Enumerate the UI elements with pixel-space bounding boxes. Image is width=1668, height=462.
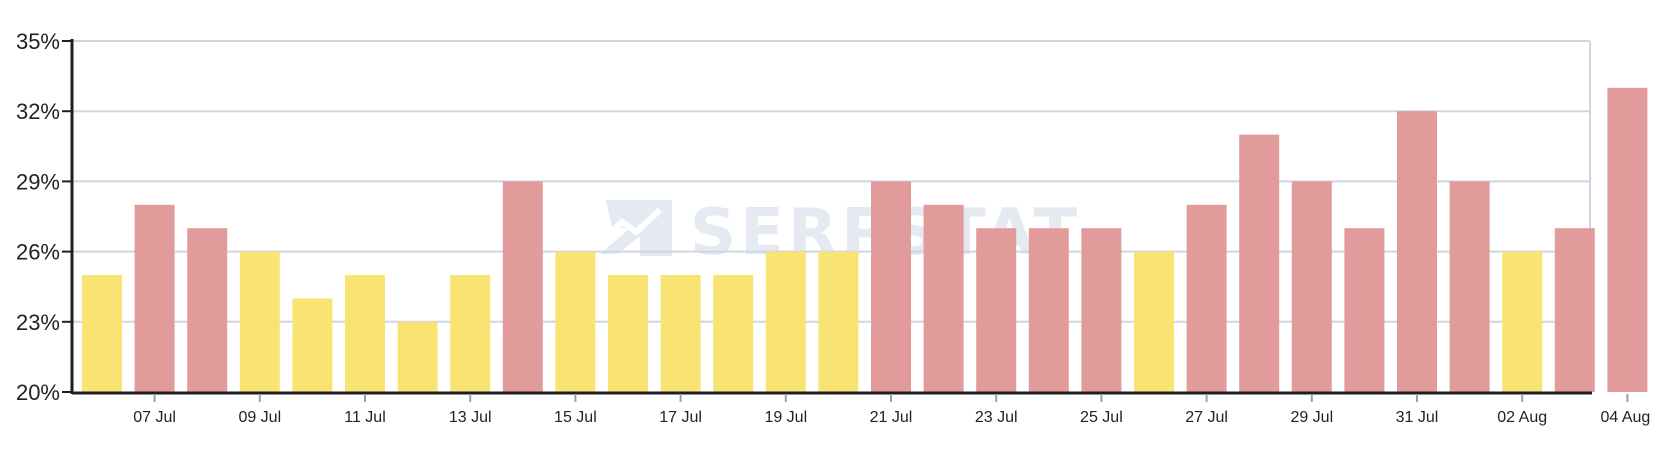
bar[interactable]	[1449, 181, 1490, 392]
bar[interactable]	[1291, 181, 1332, 392]
bar[interactable]	[923, 204, 964, 392]
x-tick-label: 23 Jul	[975, 409, 1018, 426]
bar[interactable]	[1134, 251, 1174, 392]
bar[interactable]	[765, 251, 806, 392]
bar[interactable]	[555, 251, 596, 392]
x-tick-label: 07 Jul	[133, 409, 176, 426]
y-axis-ticks: 20% 23% 26% 29% 32% 35%	[16, 29, 72, 405]
bar[interactable]	[871, 181, 911, 392]
bar[interactable]	[82, 275, 122, 392]
bar[interactable]	[1028, 228, 1069, 392]
bar[interactable]	[187, 228, 228, 392]
x-tick-label: 29 Jul	[1290, 409, 1333, 426]
x-tick-label: 19 Jul	[764, 409, 807, 426]
bar[interactable]	[292, 298, 333, 392]
x-tick-label: 13 Jul	[449, 409, 492, 426]
bar[interactable]	[1502, 251, 1543, 392]
bar[interactable]	[1344, 228, 1385, 392]
x-tick-label: 21 Jul	[870, 409, 913, 426]
x-tick-label: 02 Aug	[1497, 409, 1547, 426]
bar[interactable]	[1239, 134, 1280, 392]
x-tick-label: 15 Jul	[554, 409, 597, 426]
x-tick-label: 04 Aug	[1600, 409, 1650, 426]
y-tick-label: 35%	[16, 29, 60, 54]
bar[interactable]	[818, 251, 859, 392]
x-tick-label: 09 Jul	[238, 409, 281, 426]
bar[interactable]	[397, 321, 438, 392]
bar[interactable]	[239, 251, 280, 392]
x-tick-label: 31 Jul	[1396, 409, 1439, 426]
x-tick-label: 25 Jul	[1080, 409, 1123, 426]
bar[interactable]	[1607, 87, 1648, 393]
bar[interactable]	[1186, 204, 1227, 392]
bar[interactable]	[1397, 111, 1437, 392]
bar[interactable]	[713, 275, 754, 392]
bar[interactable]	[345, 275, 385, 392]
y-tick-label: 26%	[16, 240, 60, 265]
x-tick-label: 17 Jul	[659, 409, 702, 426]
x-axis-ticks: 07 Jul 09 Jul 11 Jul 13 Jul 15 Jul 17 Jul 19 J…	[133, 394, 1650, 426]
bar[interactable]	[1554, 228, 1595, 392]
bar[interactable]	[976, 228, 1017, 392]
y-tick-label: 29%	[16, 169, 60, 194]
x-tick-label: 11 Jul	[344, 409, 386, 426]
serpstat-logo-icon	[595, 200, 672, 256]
x-tick-label: 27 Jul	[1185, 409, 1228, 426]
y-tick-label: 20%	[16, 380, 60, 405]
bar[interactable]	[1081, 228, 1122, 392]
bar[interactable]	[608, 275, 648, 392]
bar[interactable]	[134, 204, 175, 392]
y-tick-label: 32%	[16, 99, 60, 124]
bar[interactable]	[660, 275, 701, 392]
bars	[82, 87, 1648, 393]
bar[interactable]	[450, 275, 491, 392]
bar[interactable]	[502, 181, 543, 392]
y-tick-label: 23%	[16, 310, 60, 335]
axes	[70, 39, 1592, 395]
